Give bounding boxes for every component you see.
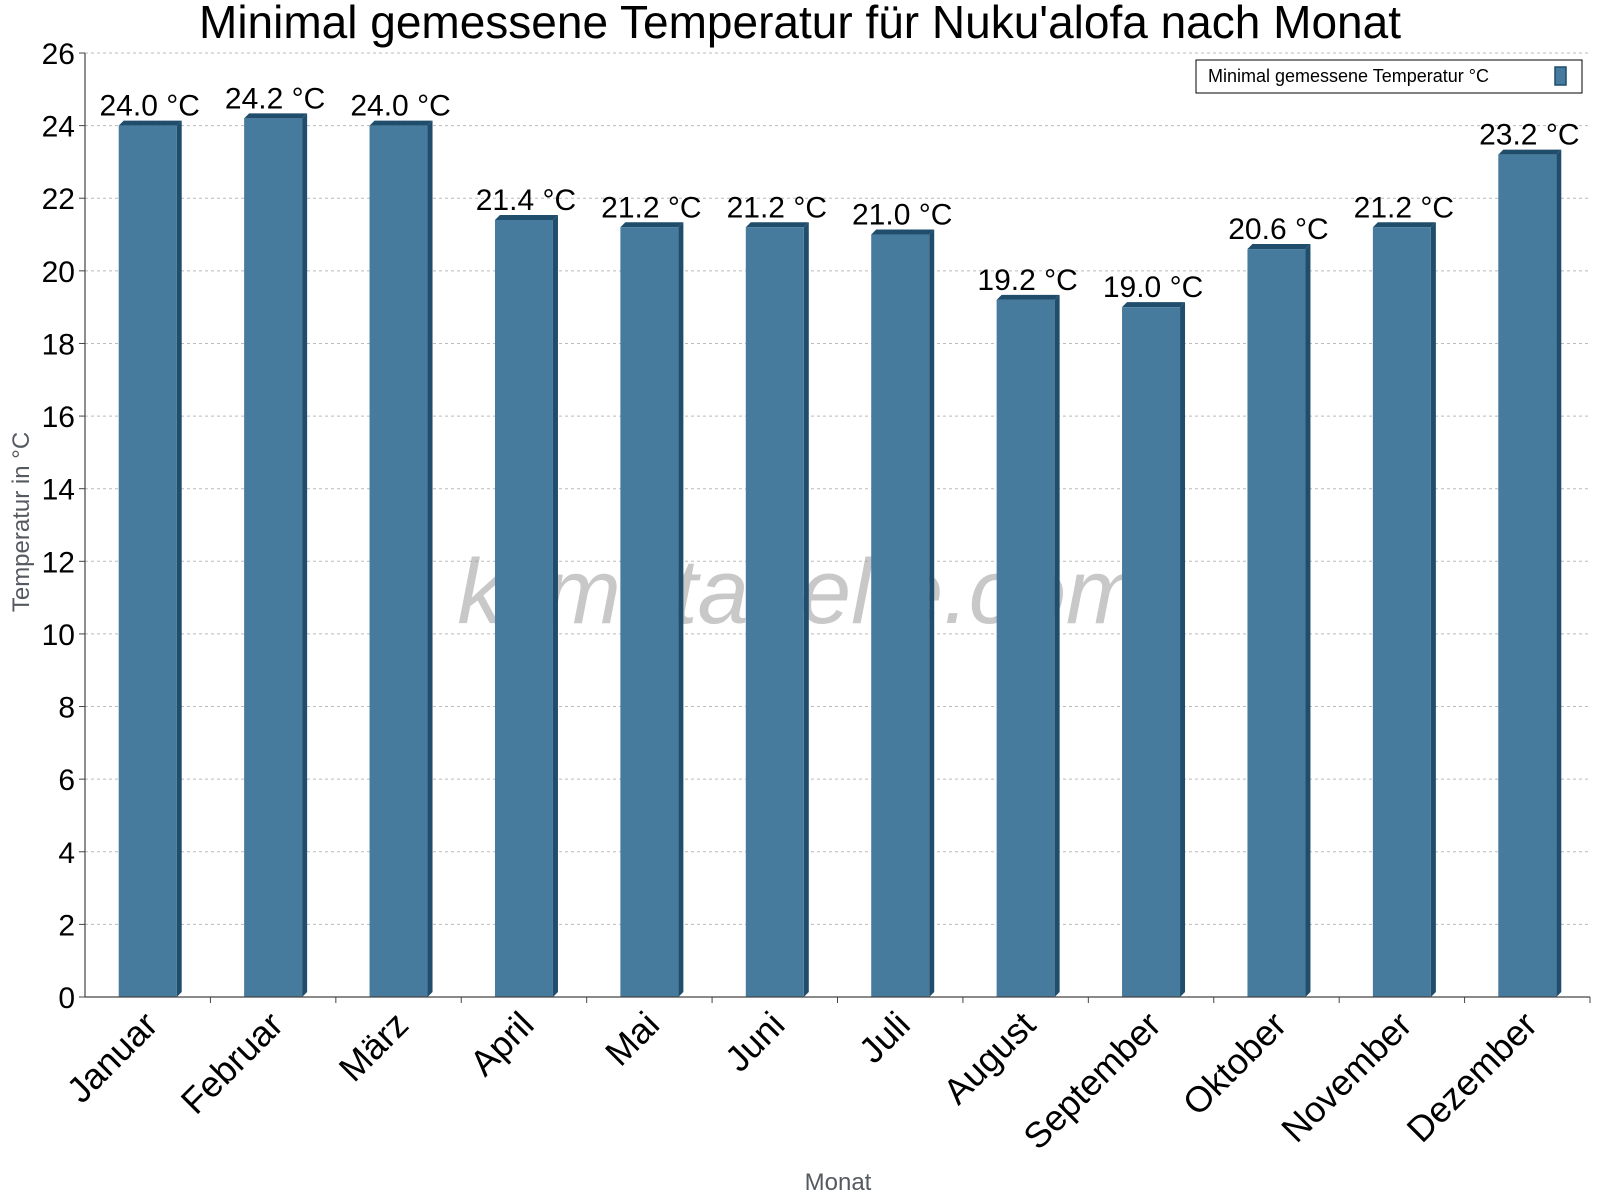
y-tick-label: 12 bbox=[42, 546, 75, 579]
bar-side bbox=[1054, 294, 1060, 997]
bar-side bbox=[1430, 222, 1436, 997]
data-label: 24.0 °C bbox=[350, 90, 450, 123]
x-axis-title: Monat bbox=[805, 1169, 872, 1196]
bar-top bbox=[871, 229, 935, 235]
bar-top bbox=[118, 120, 182, 126]
bar-side bbox=[1305, 244, 1311, 998]
data-label: 23.2 °C bbox=[1479, 119, 1579, 152]
bar-top bbox=[1498, 149, 1562, 155]
legend-swatch bbox=[1554, 66, 1567, 86]
data-labels: 24.0 °C 24.2 °C 24.0 °C 21.4 °C 21.2 °C 21.2 … bbox=[100, 82, 1580, 304]
bar-top bbox=[369, 120, 433, 126]
x-tick-label: November bbox=[1273, 1004, 1419, 1150]
legend-label: Minimal gemessene Temperatur °C bbox=[1208, 66, 1489, 86]
data-label: 24.2 °C bbox=[225, 82, 325, 115]
x-axis-ticks: Januar Februar März April Mai Juni Juli AugustS… bbox=[59, 997, 1591, 1158]
x-tick-label: Januar bbox=[59, 1004, 166, 1111]
x-tick-label: Juni bbox=[717, 1004, 793, 1080]
bars bbox=[118, 113, 1562, 998]
bar bbox=[620, 222, 684, 997]
y-tick-label: 20 bbox=[42, 256, 75, 289]
y-tick-label: 18 bbox=[42, 328, 75, 361]
y-tick-label: 8 bbox=[58, 692, 75, 725]
y-tick-label: 6 bbox=[58, 764, 75, 797]
bar bbox=[1247, 244, 1311, 998]
x-tick-label: März bbox=[331, 1004, 417, 1090]
bar-side bbox=[803, 222, 809, 997]
bar-side bbox=[1556, 149, 1562, 997]
bar-front bbox=[871, 234, 930, 998]
bar-front bbox=[369, 125, 428, 998]
bar-top bbox=[1372, 222, 1436, 228]
x-tick-label: Juli bbox=[851, 1004, 918, 1071]
bar-front bbox=[494, 220, 553, 997]
bar-side bbox=[427, 120, 433, 998]
bar-front bbox=[1372, 227, 1431, 997]
bar-top bbox=[745, 222, 809, 228]
data-label: 19.0 °C bbox=[1103, 271, 1203, 304]
data-label: 20.6 °C bbox=[1228, 213, 1328, 246]
bar-front bbox=[996, 299, 1055, 997]
bar-top bbox=[1122, 302, 1186, 308]
bar-top bbox=[620, 222, 684, 228]
chart-title: Minimal gemessene Temperatur für Nuku'al… bbox=[199, 0, 1401, 48]
x-tick-label: Oktober bbox=[1175, 1004, 1295, 1124]
bar-side bbox=[929, 229, 935, 998]
x-tick-label: September bbox=[1015, 1004, 1169, 1158]
y-tick-label: 14 bbox=[42, 474, 75, 507]
bar-front bbox=[745, 227, 804, 997]
data-label: 21.4 °C bbox=[476, 184, 576, 217]
bar bbox=[1372, 222, 1436, 997]
y-tick-label: 2 bbox=[58, 909, 75, 942]
y-tick-label: 10 bbox=[42, 619, 75, 652]
bar-front bbox=[1498, 154, 1557, 997]
y-tick-label: 26 bbox=[42, 38, 75, 71]
data-label: 21.2 °C bbox=[1354, 191, 1454, 224]
bar-side bbox=[176, 120, 182, 998]
bar bbox=[1498, 149, 1562, 997]
bar bbox=[118, 120, 182, 998]
bar-side bbox=[1180, 302, 1186, 998]
bar bbox=[871, 229, 935, 998]
bar bbox=[369, 120, 433, 998]
bar-top bbox=[996, 294, 1060, 300]
legend-box bbox=[1195, 59, 1583, 94]
data-label: 21.0 °C bbox=[852, 199, 952, 232]
bar-top bbox=[244, 113, 308, 119]
y-tick-label: 16 bbox=[42, 401, 75, 434]
bar-front bbox=[1122, 307, 1181, 998]
legend: Minimal gemessene Temperatur °C bbox=[1195, 59, 1583, 94]
y-tick-label: 4 bbox=[58, 837, 75, 870]
bar-side bbox=[552, 215, 558, 997]
y-axis-title: Temperatur in °C bbox=[8, 432, 35, 612]
bar-top bbox=[494, 215, 558, 221]
y-tick-label: 24 bbox=[42, 111, 75, 144]
bar-front bbox=[244, 118, 303, 998]
y-tick-label: 22 bbox=[42, 183, 75, 216]
data-label: 21.2 °C bbox=[727, 191, 827, 224]
data-label: 21.2 °C bbox=[601, 191, 701, 224]
x-tick-label: Februar bbox=[173, 1004, 291, 1122]
bar-side bbox=[678, 222, 684, 997]
data-label: 19.2 °C bbox=[977, 264, 1077, 297]
x-tick-label: Mai bbox=[597, 1004, 667, 1074]
bar-side bbox=[302, 113, 308, 998]
bar bbox=[996, 294, 1060, 997]
bar-front bbox=[1247, 249, 1306, 998]
bar bbox=[745, 222, 809, 997]
bar bbox=[244, 113, 308, 998]
x-tick-label: Dezember bbox=[1399, 1004, 1545, 1150]
x-tick-label: April bbox=[462, 1004, 542, 1084]
bar bbox=[494, 215, 558, 997]
x-tick-label: August bbox=[935, 1004, 1043, 1112]
y-tick-label: 0 bbox=[58, 982, 75, 1015]
gridlines bbox=[85, 52, 1590, 925]
data-label: 24.0 °C bbox=[100, 90, 200, 123]
bar-front bbox=[620, 227, 679, 997]
bar-front bbox=[118, 125, 177, 998]
bar bbox=[1122, 302, 1186, 998]
bar-top bbox=[1247, 244, 1311, 250]
